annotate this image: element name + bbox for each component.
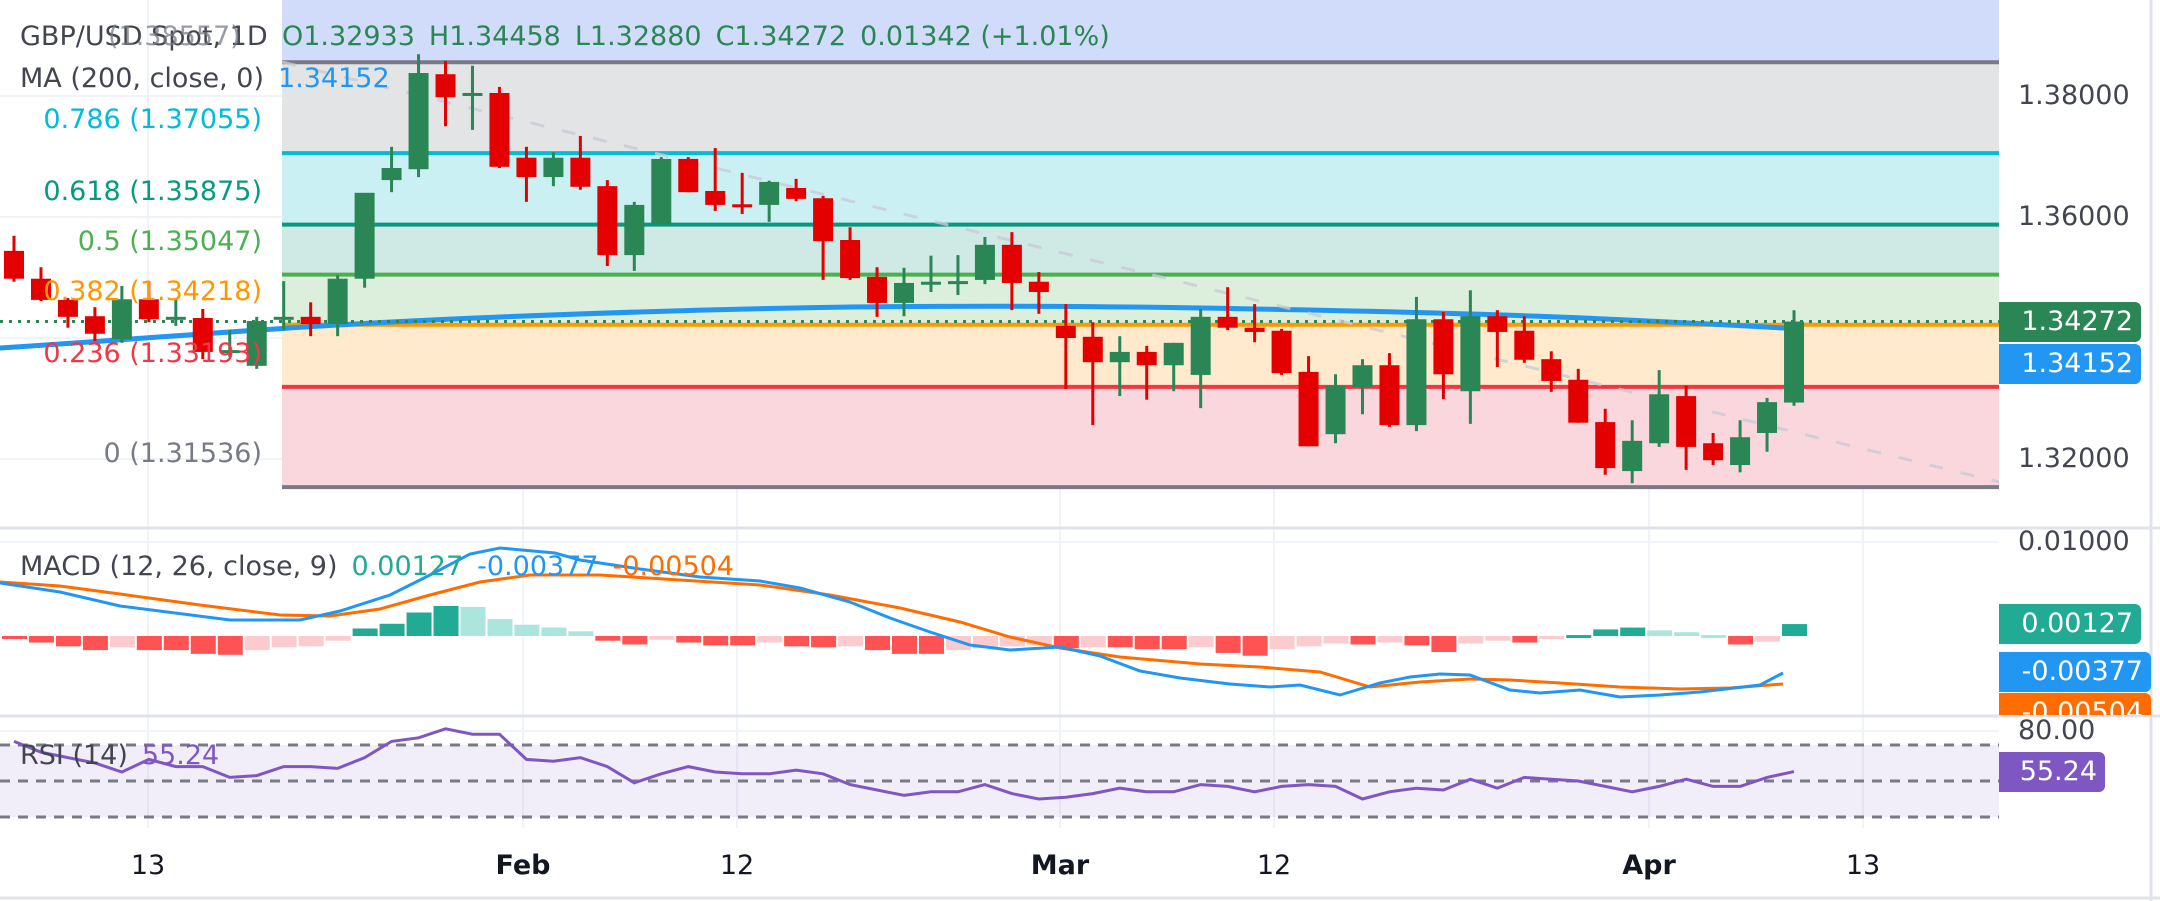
time-tick: Feb [495, 850, 551, 881]
fib-label-0-382: 0.382 (1.34218) [43, 275, 262, 307]
macd-signal-value: -0.00504 [612, 551, 734, 582]
time-tick: 12 [719, 850, 755, 881]
time-tick: Mar [1030, 850, 1090, 881]
macd-signal-tag: -0.00504 [1999, 693, 2151, 715]
fib-retracement[interactable] [282, 0, 1999, 490]
ohlc-values: O1.32933 H1.34458 L1.32880 C1.34272 0.01342 … [282, 22, 1124, 52]
rsi-value-tag: 55.24 [1999, 752, 2105, 792]
rsi-label: RSI (14) [20, 740, 128, 771]
fib-label-0-5: 0.5 (1.35047) [77, 225, 262, 257]
low-value: L1.32880 [574, 21, 702, 52]
macd-hist-tag: 0.00127 [1999, 604, 2141, 644]
fib-label-0-786: 0.786 (1.37055) [43, 104, 262, 136]
macd-label: MACD (12, 26, close, 9) [20, 551, 338, 582]
macd-axis-tick: 0.01000 [2018, 526, 2130, 557]
time-tick: Apr [1622, 850, 1676, 881]
fib-top-label: (1.38557) [108, 21, 241, 52]
price-tick: 1.32000 [2018, 443, 2130, 474]
symbol-title[interactable]: GBP/USD Spot, 1D [20, 21, 268, 52]
rsi-axis-tick: 80.00 [2018, 715, 2096, 746]
main-legend: GBP/USD Spot, 1D [20, 22, 282, 52]
time-tick: 13 [1845, 850, 1881, 881]
fib-label-0: 0 (1.31536) [103, 438, 262, 470]
last-price-tag: 1.34272 [1999, 302, 2141, 342]
rsi-value: 55.24 [141, 740, 220, 771]
time-tick: 13 [130, 850, 166, 881]
high-value: H1.34458 [428, 21, 561, 52]
price-tick: 1.38000 [2018, 80, 2130, 111]
ma-legend[interactable]: MA (200, close, 0) 1.34152 [20, 64, 404, 94]
time-tick: 12 [1256, 850, 1292, 881]
rsi-pane [0, 727, 1999, 819]
macd-line-tag: -0.00377 [1999, 652, 2151, 692]
macd-line-value: -0.00377 [477, 551, 599, 582]
fib-label-0-618: 0.618 (1.35875) [43, 175, 262, 207]
change-value: 0.01342 (+1.01%) [860, 21, 1110, 52]
open-value: O1.32933 [282, 21, 415, 52]
close-value: C1.34272 [715, 21, 847, 52]
rsi-legend[interactable]: RSI (14) 55.24 [20, 741, 233, 771]
ma-label: MA (200, close, 0) [20, 63, 265, 94]
macd-hist-value: 0.00127 [351, 551, 464, 582]
ma-value: 1.34152 [278, 63, 390, 94]
price-tick: 1.36000 [2018, 201, 2130, 232]
trend-line [281, 60, 2000, 484]
ma-price-tag: 1.34152 [1999, 344, 2141, 384]
candlestick-series [4, 54, 1805, 484]
fib-label-0-236: 0.236 (1.33193) [43, 337, 262, 369]
macd-legend[interactable]: MACD (12, 26, close, 9) 0.00127 -0.00377 -0… [20, 552, 748, 582]
macd-pane [0, 546, 1808, 699]
